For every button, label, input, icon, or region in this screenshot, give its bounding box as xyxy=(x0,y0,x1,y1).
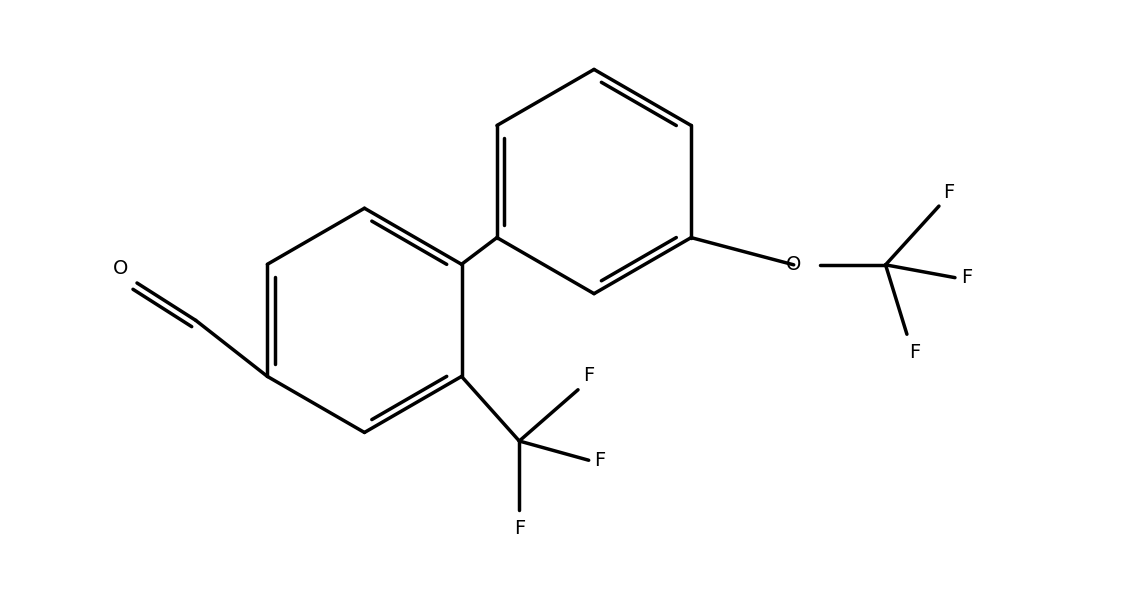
Text: F: F xyxy=(514,519,525,538)
Text: F: F xyxy=(583,367,595,386)
Text: O: O xyxy=(786,255,801,274)
Text: F: F xyxy=(943,183,954,202)
Text: F: F xyxy=(961,268,972,287)
Text: F: F xyxy=(909,343,921,362)
Text: F: F xyxy=(595,451,606,470)
Text: O: O xyxy=(114,259,128,277)
